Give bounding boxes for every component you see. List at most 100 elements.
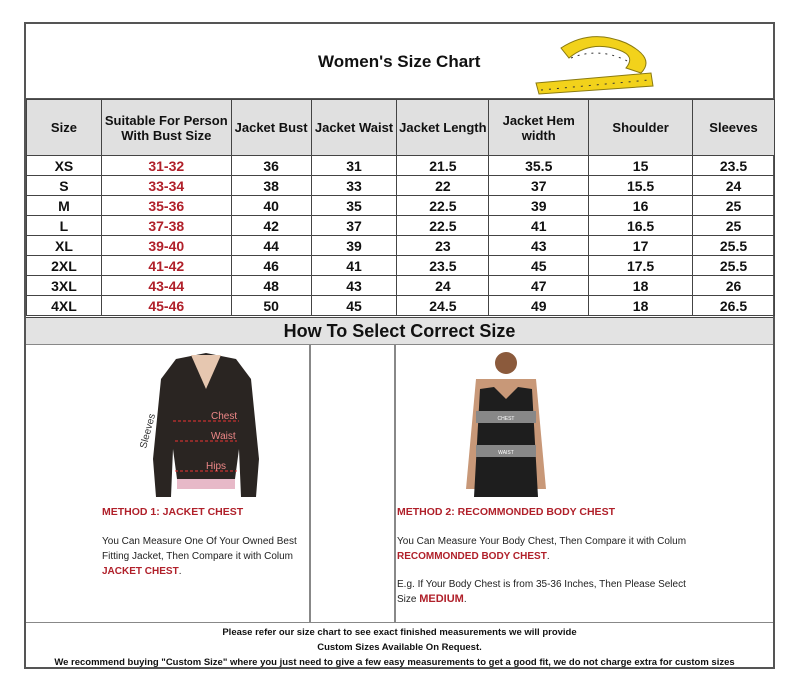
table-row: S 33-34 38 33 22 37 15.5 24 xyxy=(26,175,775,196)
tank-top-image: CHEST WAIST xyxy=(466,352,546,497)
table-cell: 45 xyxy=(488,255,590,276)
table-cell: M xyxy=(26,195,102,216)
table-cell: 47 xyxy=(488,275,590,296)
table-cell: 31 xyxy=(310,155,398,176)
method-2-text: You Can Measure Your Body Chest, Then Co… xyxy=(397,536,687,547)
table-cell: 41-42 xyxy=(100,255,232,276)
table-cell: 16.5 xyxy=(588,215,694,236)
footer-notes: Please refer our size chart to see exact… xyxy=(26,622,773,669)
jacket-waist-label: Waist xyxy=(211,431,236,442)
table-cell: 25.5 xyxy=(692,255,775,276)
size-chart: Women's Size Chart Size Suitable For Pers… xyxy=(24,22,775,669)
table-row: L 37-38 42 37 22.5 41 16.5 25 xyxy=(26,215,775,236)
table-cell: 24 xyxy=(396,275,490,296)
column-header: Jacket Bust xyxy=(230,99,312,156)
table-cell: 16 xyxy=(588,195,694,216)
method-1-text: You Can Measure One Of Your Owned Best F… xyxy=(102,536,297,562)
method-2-heading: METHOD 2: RECOMMONDED BODY CHEST xyxy=(397,506,615,518)
table-row: 2XL 41-42 46 41 23.5 45 17.5 25.5 xyxy=(26,255,775,276)
method-1: METHOD 1: JACKET CHEST You Can Measure O… xyxy=(102,505,307,579)
table-cell: 22.5 xyxy=(396,215,490,236)
table-cell: XS xyxy=(26,155,102,176)
table-cell: 35.5 xyxy=(488,155,590,176)
table-cell: 17.5 xyxy=(588,255,694,276)
table-cell: 48 xyxy=(230,275,312,296)
table-cell: 23.5 xyxy=(692,155,775,176)
table-cell: 37 xyxy=(310,215,398,236)
tank-waist-label: WAIST xyxy=(498,450,514,456)
table-row: XL 39-40 44 39 23 43 17 25.5 xyxy=(26,235,775,256)
table-cell: 24 xyxy=(692,175,775,196)
column-header: Jacket Hem width xyxy=(488,99,590,156)
table-cell: 43 xyxy=(310,275,398,296)
table-cell: S xyxy=(26,175,102,196)
method-1-highlight: JACKET CHEST xyxy=(102,566,179,577)
table-cell: 39-40 xyxy=(100,235,232,256)
table-cell: 33 xyxy=(310,175,398,196)
footer-line: Please refer our size chart to see exact… xyxy=(222,627,577,638)
jacket-chest-label: Chest xyxy=(211,411,237,422)
table-cell: 40 xyxy=(230,195,312,216)
table-row: 4XL 45-46 50 45 24.5 49 18 26.5 xyxy=(26,295,775,316)
table-cell: 17 xyxy=(588,235,694,256)
size-table: Size Suitable For Person With Bust Size Ja… xyxy=(26,99,775,316)
table-cell: 33-34 xyxy=(100,175,232,196)
column-header: Jacket Waist xyxy=(310,99,398,156)
column-header: Size xyxy=(26,99,102,156)
footer-line: Custom Sizes Available On Request. xyxy=(317,642,482,653)
table-cell: 26.5 xyxy=(692,295,775,316)
table-cell: 24.5 xyxy=(396,295,490,316)
table-cell: 25.5 xyxy=(692,235,775,256)
table-cell: 46 xyxy=(230,255,312,276)
table-cell: XL xyxy=(26,235,102,256)
punct: . xyxy=(463,594,467,605)
punct: . xyxy=(178,566,182,577)
table-cell: 23 xyxy=(396,235,490,256)
table-cell: 36 xyxy=(230,155,312,176)
table-cell: 50 xyxy=(230,295,312,316)
table-row: 3XL 43-44 48 43 24 47 18 26 xyxy=(26,275,775,296)
title-area: Women's Size Chart xyxy=(26,24,773,100)
table-cell: 18 xyxy=(588,275,694,296)
table-cell: 22.5 xyxy=(396,195,490,216)
table-cell: 31-32 xyxy=(100,155,232,176)
table-cell: 37 xyxy=(488,175,590,196)
table-row: M 35-36 40 35 22.5 39 16 25 xyxy=(26,195,775,216)
table-cell: 43 xyxy=(488,235,590,256)
method-2-example: E.g. If Your Body Chest is from 35-36 In… xyxy=(397,579,686,605)
how-to-heading: How To Select Correct Size xyxy=(26,317,773,345)
method-2-example-highlight: MEDIUM xyxy=(419,593,464,605)
table-cell: 42 xyxy=(230,215,312,236)
table-cell: 3XL xyxy=(26,275,102,296)
table-cell: 39 xyxy=(488,195,590,216)
method-2: METHOD 2: RECOMMONDED BODY CHEST You Can… xyxy=(397,505,727,607)
table-cell: 41 xyxy=(310,255,398,276)
column-header: Sleeves xyxy=(692,99,775,156)
divider xyxy=(394,345,396,622)
column-header: Jacket Length xyxy=(396,99,490,156)
table-cell: 45 xyxy=(310,295,398,316)
table-cell: 25 xyxy=(692,195,775,216)
table-cell: 43-44 xyxy=(100,275,232,296)
table-cell: 4XL xyxy=(26,295,102,316)
table-cell: 26 xyxy=(692,275,775,296)
table-cell: L xyxy=(26,215,102,236)
table-cell: 15 xyxy=(588,155,694,176)
jacket-image: Chest Waist Hips Sleeves xyxy=(138,353,259,497)
table-cell: 2XL xyxy=(26,255,102,276)
table-cell: 35 xyxy=(310,195,398,216)
table-cell: 25 xyxy=(692,215,775,236)
table-cell: 45-46 xyxy=(100,295,232,316)
table-cell: 44 xyxy=(230,235,312,256)
table-row: XS 31-32 36 31 21.5 35.5 15 23.5 xyxy=(26,155,775,176)
divider xyxy=(309,345,311,622)
table-cell: 37-38 xyxy=(100,215,232,236)
page-title: Women's Size Chart xyxy=(318,52,481,71)
table-cell: 21.5 xyxy=(396,155,490,176)
column-header: Suitable For Person With Bust Size xyxy=(100,99,232,156)
jacket-hips-label: Hips xyxy=(206,461,226,472)
footer-line: We recommend buying "Custom Size" where … xyxy=(54,657,735,668)
table-cell: 35-36 xyxy=(100,195,232,216)
method-2-highlight: RECOMMONDED BODY CHEST xyxy=(397,551,547,562)
table-cell: 38 xyxy=(230,175,312,196)
